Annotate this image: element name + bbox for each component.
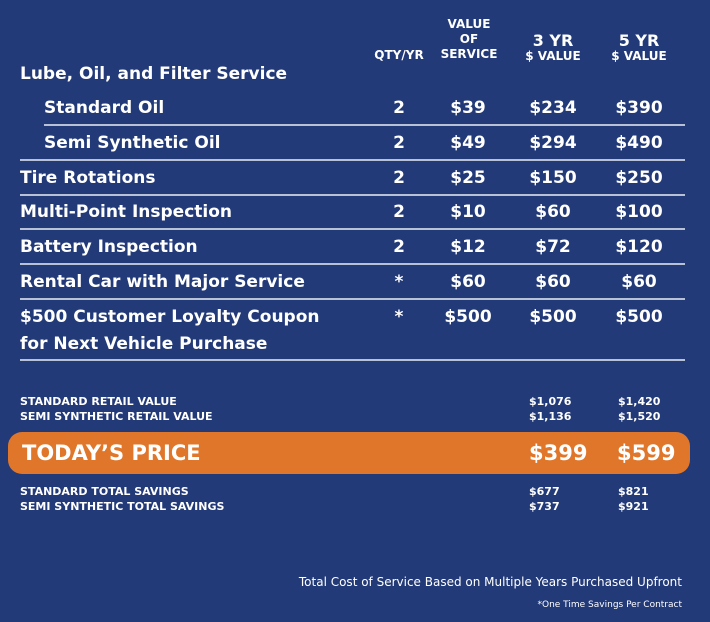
row-5yr: $490 bbox=[615, 133, 663, 153]
retail-standard-label: STANDARD RETAIL VALUE bbox=[20, 395, 177, 408]
savings-standard-label: STANDARD TOTAL SAVINGS bbox=[20, 485, 189, 498]
row-qty: * bbox=[394, 307, 404, 327]
savings-semi-label: SEMI SYNTHETIC TOTAL SAVINGS bbox=[20, 500, 225, 513]
row-value: $25 bbox=[450, 168, 486, 188]
header-5yr-value: 5 YR $ VALUE bbox=[611, 31, 667, 63]
row-3yr: $60 bbox=[535, 202, 571, 222]
header-qty: QTY/YR bbox=[374, 48, 424, 62]
row-qty: 2 bbox=[393, 133, 405, 153]
row-value: $10 bbox=[450, 202, 486, 222]
row-5yr: $250 bbox=[615, 168, 663, 188]
row-3yr: $294 bbox=[529, 133, 577, 153]
row-value: $12 bbox=[450, 237, 486, 257]
row-label-line2: for Next Vehicle Purchase bbox=[20, 334, 268, 354]
row-label: Semi Synthetic Oil bbox=[44, 133, 221, 153]
row-label: $500 Customer Loyalty Coupon bbox=[20, 307, 320, 327]
retail-semi-5yr: $1,520 bbox=[618, 410, 661, 423]
retail-semi-label: SEMI SYNTHETIC RETAIL VALUE bbox=[20, 410, 213, 423]
row-5yr: $100 bbox=[615, 202, 663, 222]
savings-semi-3yr: $737 bbox=[529, 500, 560, 513]
divider bbox=[20, 298, 685, 300]
divider bbox=[20, 159, 685, 161]
row-value: $500 bbox=[444, 307, 492, 327]
row-3yr: $72 bbox=[535, 237, 571, 257]
row-label: Multi-Point Inspection bbox=[20, 202, 233, 222]
todays-price-label: TODAY’S PRICE bbox=[22, 441, 201, 465]
row-5yr: $120 bbox=[615, 237, 663, 257]
row-value: $60 bbox=[450, 272, 486, 292]
row-label: Tire Rotations bbox=[20, 168, 156, 188]
row-qty: * bbox=[394, 272, 404, 292]
row-label: Battery Inspection bbox=[20, 237, 198, 257]
divider bbox=[20, 194, 685, 196]
savings-standard-3yr: $677 bbox=[529, 485, 560, 498]
savings-semi-5yr: $921 bbox=[618, 500, 649, 513]
retail-standard-5yr: $1,420 bbox=[618, 395, 661, 408]
footer-note: Total Cost of Service Based on Multiple … bbox=[298, 575, 682, 589]
header-3yr-value: 3 YR $ VALUE bbox=[525, 31, 581, 63]
row-qty: 2 bbox=[393, 202, 405, 222]
divider bbox=[20, 359, 685, 361]
footnote: *One Time Savings Per Contract bbox=[537, 600, 682, 610]
row-3yr: $500 bbox=[529, 307, 577, 327]
row-qty: 2 bbox=[393, 237, 405, 257]
row-5yr: $60 bbox=[621, 272, 657, 292]
row-3yr: $150 bbox=[529, 168, 577, 188]
header-value-of-service: VALUE OF SERVICE bbox=[440, 17, 498, 61]
row-qty: 2 bbox=[393, 98, 405, 118]
retail-semi-3yr: $1,136 bbox=[529, 410, 572, 423]
row-3yr: $60 bbox=[535, 272, 571, 292]
divider bbox=[20, 263, 685, 265]
row-value: $39 bbox=[450, 98, 486, 118]
row-5yr: $390 bbox=[615, 98, 663, 118]
divider bbox=[20, 228, 685, 230]
divider bbox=[44, 124, 685, 126]
row-label: Standard Oil bbox=[44, 98, 165, 118]
todays-price-3yr: $399 bbox=[529, 441, 588, 465]
row-value: $49 bbox=[450, 133, 486, 153]
retail-standard-3yr: $1,076 bbox=[529, 395, 572, 408]
section-title: Lube, Oil, and Filter Service bbox=[20, 64, 288, 84]
row-label: Rental Car with Major Service bbox=[20, 272, 305, 292]
savings-standard-5yr: $821 bbox=[618, 485, 649, 498]
row-5yr: $500 bbox=[615, 307, 663, 327]
todays-price-bar bbox=[8, 432, 690, 474]
row-qty: 2 bbox=[393, 168, 405, 188]
todays-price-5yr: $599 bbox=[617, 441, 676, 465]
row-3yr: $234 bbox=[529, 98, 577, 118]
